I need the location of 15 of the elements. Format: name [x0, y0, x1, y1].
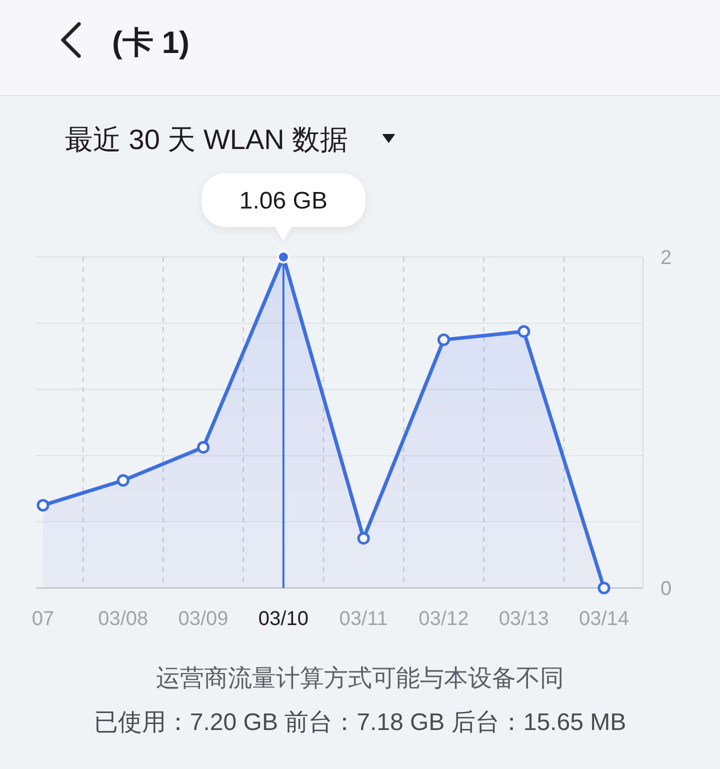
x-tick-label: 03/08 [98, 608, 148, 630]
text: 已使用：7.20 GB 前台：7.18 GB 后台：15.65 MB [94, 709, 626, 736]
x-tick-label: 03/09 [178, 608, 228, 630]
y-tick-label: 2 [660, 247, 672, 269]
x-tick-label: 03/10 [258, 608, 308, 630]
x-tick-label: 03/12 [418, 608, 469, 630]
y-tick-label: 0 [660, 578, 672, 600]
x-tick-label: 07 [32, 608, 54, 630]
chart-subtitle: 最近 30 天 WLAN 数据 [65, 124, 348, 155]
x-tick-label: 03/11 [339, 608, 388, 630]
x-tick-label: 03/14 [578, 608, 630, 630]
x-tick-label: 03/13 [498, 608, 549, 630]
annotation: 1.06 GB [239, 188, 328, 215]
chart-title: (卡 1) [112, 25, 190, 60]
text: 运营商流量计算方式可能与本设备不同 [156, 665, 564, 692]
